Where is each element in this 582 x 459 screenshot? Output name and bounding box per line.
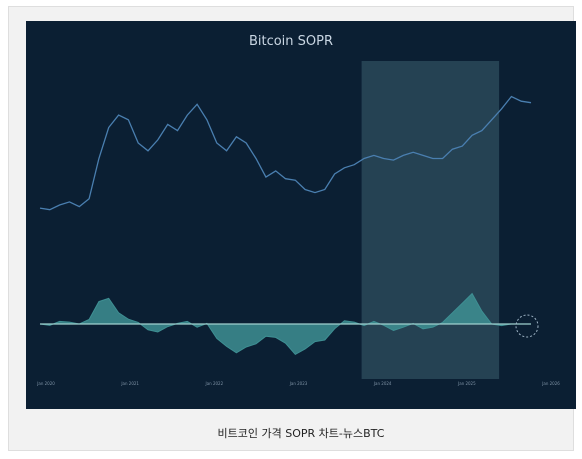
x-tick-label: Jan 2021 (120, 381, 139, 386)
sopr-chart: Jan 2020 Jan 2021 Jan 2022 Jan 2023 Jan 2024… (26, 21, 576, 409)
chart-title: Bitcoin SOPR (249, 34, 333, 49)
x-tick-label: Jan 2026 (541, 381, 560, 386)
price-line (39, 95, 532, 211)
highlight-band (361, 61, 500, 379)
x-tick-label: Jan 2025 (457, 381, 476, 386)
x-tick-label: Jan 2023 (289, 381, 308, 386)
x-tick-label: Jan 2022 (205, 381, 224, 386)
chart-area: Jan 2020 Jan 2021 Jan 2022 Jan 2023 Jan 2024… (26, 21, 576, 409)
x-tick-label: Jan 2024 (373, 381, 392, 386)
x-tick-label: Jan 2020 (36, 381, 55, 386)
image-frame: Jan 2020 Jan 2021 Jan 2022 Jan 2023 Jan 2024… (8, 6, 576, 451)
marker-circle (515, 314, 539, 338)
figure-caption: 비트코인 가격 SOPR 차트-뉴스BTC (217, 427, 385, 440)
